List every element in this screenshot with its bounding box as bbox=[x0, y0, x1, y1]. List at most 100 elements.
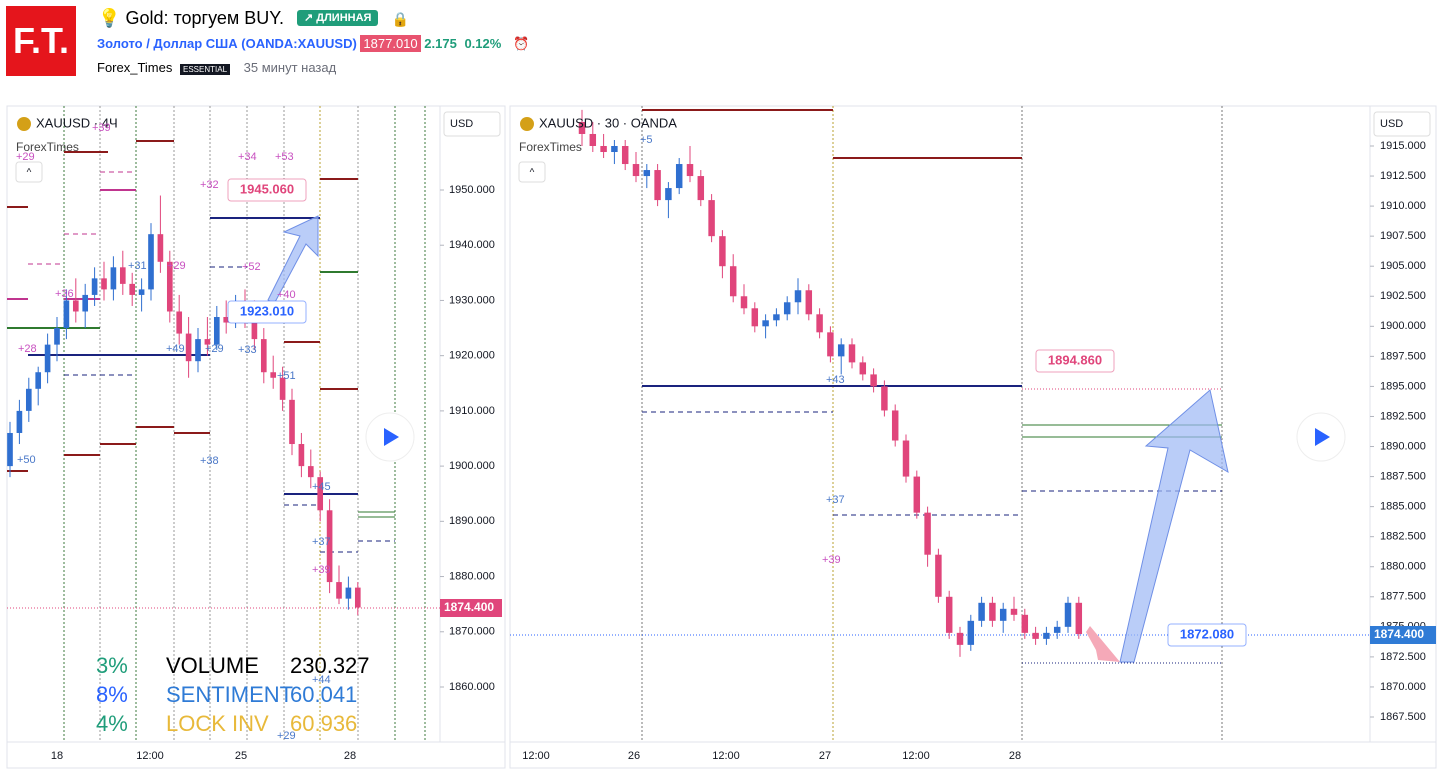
candle-body bbox=[697, 176, 705, 201]
source-label: ForexTimes bbox=[519, 140, 582, 154]
candle-body bbox=[16, 410, 23, 433]
stat-cell: 4% bbox=[96, 711, 128, 736]
level-marker: +53 bbox=[275, 151, 294, 163]
author[interactable]: Forex_Times bbox=[97, 60, 173, 75]
candle-body bbox=[611, 146, 618, 153]
level-marker: +38 bbox=[200, 455, 219, 467]
candle-body bbox=[719, 236, 726, 267]
candle-body bbox=[101, 278, 107, 290]
candle-body bbox=[54, 328, 60, 345]
bulb: 💡 bbox=[98, 8, 121, 28]
y-tick-label: 1867.500 bbox=[1380, 711, 1426, 723]
level-marker: +40 bbox=[277, 289, 296, 301]
candle-body bbox=[223, 317, 230, 323]
arrow bbox=[267, 215, 319, 305]
candle-body bbox=[1010, 608, 1018, 615]
level-marker: +29 bbox=[205, 343, 224, 355]
y-tick-label: 1887.500 bbox=[1380, 470, 1426, 482]
plan: ESSENTIAL bbox=[180, 64, 231, 75]
candle-body bbox=[578, 121, 586, 134]
y-tick-label: 1915.000 bbox=[1380, 140, 1426, 152]
candle-body bbox=[279, 377, 286, 400]
level-marker: +36 bbox=[55, 288, 74, 300]
stat-cell: 3% bbox=[96, 653, 128, 678]
currency-box[interactable] bbox=[443, 111, 501, 137]
candle-body bbox=[326, 510, 333, 583]
y-tick-label: 1912.500 bbox=[1380, 170, 1426, 182]
candle-body bbox=[999, 608, 1007, 621]
candle-body bbox=[935, 554, 942, 597]
level-marker: +45 bbox=[312, 481, 331, 493]
candle-body bbox=[783, 302, 791, 315]
candle-body bbox=[148, 234, 154, 290]
level-marker: +31 bbox=[128, 260, 147, 272]
play-icon bbox=[1315, 428, 1330, 446]
stat-cell: 60.041 bbox=[290, 682, 357, 707]
levels bbox=[7, 109, 1222, 518]
x-tick-label: 12:00 bbox=[902, 750, 930, 762]
y-tick-label: 1940.000 bbox=[449, 239, 495, 251]
candle-body bbox=[176, 311, 183, 334]
title-row: 💡 Gold: торгуем BUY. ↗ ДЛИННАЯ 🔒 bbox=[98, 8, 409, 29]
level-marker: +39 bbox=[92, 122, 111, 134]
candle-body bbox=[166, 261, 173, 312]
y-tick-label: 1860.000 bbox=[449, 681, 495, 693]
candle-body bbox=[902, 440, 910, 477]
source-label: ForexTimes bbox=[16, 140, 79, 154]
collapse-icon: ^ bbox=[530, 168, 535, 179]
x-tick-label: 28 bbox=[344, 750, 356, 762]
level-marker: +29 bbox=[277, 730, 296, 742]
candle-body bbox=[794, 290, 802, 303]
change-pct: 0.12% bbox=[464, 36, 502, 51]
candle-body bbox=[881, 386, 888, 411]
candle-body bbox=[740, 296, 748, 309]
symbol-name[interactable]: Золото / Доллар США bbox=[97, 36, 238, 51]
stat-cell: 60.936 bbox=[290, 711, 357, 736]
candle-body bbox=[751, 308, 759, 327]
x-tick-label: 27 bbox=[819, 750, 831, 762]
badge: ↗ ДЛИННАЯ bbox=[296, 10, 379, 26]
collapse-button[interactable] bbox=[518, 161, 546, 183]
candle-body bbox=[859, 362, 867, 375]
level-marker: +34 bbox=[238, 151, 257, 163]
candle-body bbox=[270, 372, 277, 378]
y-tick-label: 1892.500 bbox=[1380, 410, 1426, 422]
y-tick-label: 1890.000 bbox=[449, 515, 495, 527]
level-marker: +43 bbox=[826, 374, 845, 386]
candle-body bbox=[967, 620, 975, 645]
collapse-button[interactable] bbox=[15, 161, 43, 183]
symbol-row: Золото / Доллар США (OANDA:XAUUSD) 1877.… bbox=[97, 35, 530, 52]
change: 2.175 bbox=[424, 36, 457, 51]
candle-body bbox=[827, 332, 834, 357]
currency-box[interactable] bbox=[1373, 111, 1431, 137]
candle-body bbox=[913, 476, 921, 513]
candle-body bbox=[924, 512, 931, 555]
arrow bbox=[1119, 389, 1229, 663]
y-tick-label: 1880.000 bbox=[449, 570, 495, 582]
author-row: Forex_Times ESSENTIAL 35 минут назад bbox=[97, 60, 336, 75]
candle-body bbox=[307, 466, 314, 478]
level-marker: +50 bbox=[17, 454, 36, 466]
candle-body bbox=[643, 170, 651, 177]
candle-body bbox=[44, 344, 51, 373]
panel-frame bbox=[6, 105, 506, 769]
candle-body bbox=[110, 267, 117, 290]
level-marker: +28 bbox=[18, 343, 37, 355]
y-tick-label: 1900.000 bbox=[1380, 320, 1426, 332]
candle-body bbox=[945, 596, 953, 633]
candle-body bbox=[1053, 626, 1061, 633]
alarm[interactable]: ⏰ bbox=[512, 36, 530, 51]
y-tick-label: 1910.000 bbox=[1380, 200, 1426, 212]
y-tick-label: 1872.500 bbox=[1380, 651, 1426, 663]
collapse-icon: ^ bbox=[27, 168, 32, 179]
level-marker: +29 bbox=[167, 260, 186, 272]
level-marker: +37 bbox=[312, 536, 331, 548]
x-tick-label: 28 bbox=[1009, 750, 1021, 762]
candle-body bbox=[848, 344, 856, 363]
y-tick-label: 1877.500 bbox=[1380, 591, 1426, 603]
candle-body bbox=[708, 200, 715, 237]
candle-body bbox=[82, 294, 89, 312]
symbol-code[interactable]: (OANDA:XAUUSD) bbox=[241, 36, 357, 51]
y-tick-label: 1882.500 bbox=[1380, 531, 1426, 543]
